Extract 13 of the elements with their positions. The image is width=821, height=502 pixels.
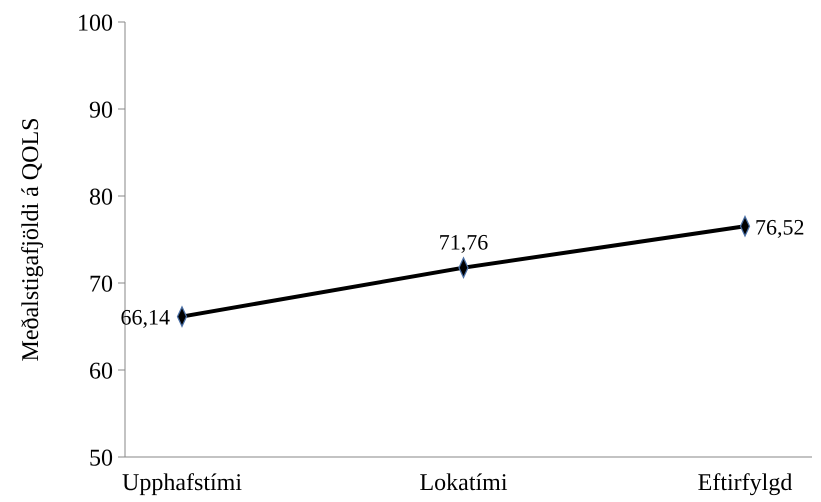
x-tick-label: Eftirfylgd (698, 470, 792, 496)
y-tick-label: 80 (89, 184, 113, 210)
y-tick-label: 100 (77, 10, 113, 36)
data-label: 71,76 (438, 230, 488, 255)
data-label: 66,14 (120, 304, 170, 330)
x-tick-label: Lokatími (420, 470, 508, 496)
y-tick-label: 70 (89, 271, 113, 298)
y-tick-label: 50 (89, 445, 113, 472)
data-label: 76,52 (755, 214, 804, 240)
y-tick-label: 90 (89, 97, 113, 124)
y-tick-label: 60 (89, 358, 113, 384)
x-tick-label: Upphafstími (122, 470, 242, 496)
y-axis-title: Meðalstigafjöldi á QOLS (18, 118, 44, 362)
